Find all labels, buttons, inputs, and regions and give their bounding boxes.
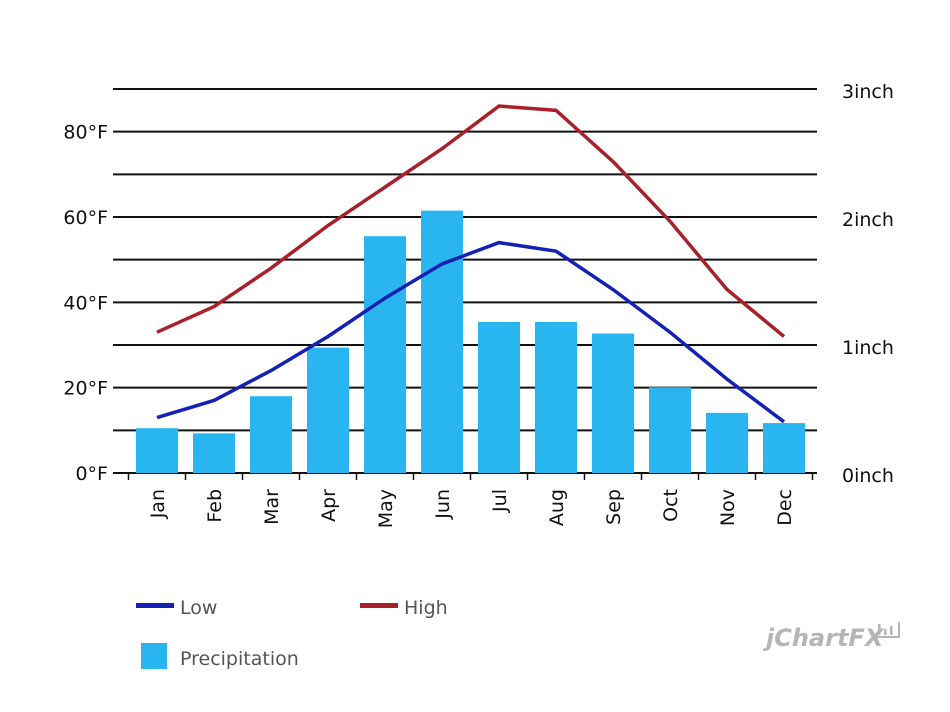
legend-item-high[interactable]: High	[360, 597, 448, 619]
precipitation-bar	[478, 321, 520, 473]
legend-label: Precipitation	[180, 648, 299, 670]
month-label: Mar	[261, 489, 283, 525]
precipitation-bar	[250, 396, 292, 473]
right-axis-tick-label: 0inch	[842, 465, 894, 487]
right-axis-tick-label: 1inch	[842, 337, 894, 359]
high-temperature-line	[156, 104, 786, 338]
left-axis-tick-label: 60°F	[63, 207, 108, 229]
legend-label: Low	[180, 597, 217, 619]
precipitation-bar	[592, 333, 634, 473]
legend-item-precipitation[interactable]: Precipitation	[141, 643, 299, 670]
left-axis-tick-label: 20°F	[63, 378, 108, 400]
month-label: Nov	[717, 489, 739, 526]
right-axis-tick-label: 3inch	[842, 81, 894, 103]
month-label: Jan	[147, 489, 169, 519]
month-label: Feb	[204, 489, 226, 523]
low-temperature-line	[156, 240, 786, 424]
temperature-lines	[156, 104, 786, 424]
precipitation-bar	[706, 412, 748, 473]
left-axis-tick-label: 80°F	[63, 122, 108, 144]
month-label: Jul	[489, 489, 511, 513]
left-axis-tick-label: 40°F	[63, 292, 108, 314]
legend: Low High Precipitation	[136, 597, 448, 670]
watermark-text: jChartFX	[762, 624, 885, 652]
precipitation-bar	[649, 387, 691, 473]
legend-line-swatch	[136, 603, 174, 608]
gridlines	[113, 88, 817, 474]
legend-line-swatch	[360, 603, 398, 608]
precipitation-bar	[364, 236, 406, 473]
precipitation-bar	[763, 423, 805, 473]
axes: 0°F 20°F 40°F 60°F 80°F 0inch 1inch 2inch 3inch J…	[63, 81, 894, 528]
month-label: May	[375, 489, 397, 528]
watermark: jChartFX	[762, 622, 900, 652]
month-label: Jun	[432, 489, 454, 520]
month-label: Sep	[603, 489, 625, 525]
precipitation-bar	[193, 433, 235, 473]
month-label: Aug	[546, 489, 568, 526]
bar-chart-icon	[874, 622, 900, 638]
legend-item-low[interactable]: Low	[136, 597, 217, 619]
precipitation-bars	[136, 210, 805, 473]
precipitation-bar	[307, 347, 349, 473]
month-label: Apr	[318, 489, 340, 522]
legend-label: High	[404, 597, 448, 619]
left-axis-tick-label: 0°F	[75, 463, 108, 485]
precipitation-bar	[421, 210, 463, 473]
precipitation-bar	[535, 321, 577, 473]
right-axis-tick-label: 2inch	[842, 209, 894, 231]
month-label: Oct	[660, 489, 682, 522]
legend-box-swatch	[141, 643, 167, 669]
month-label: Dec	[774, 489, 796, 526]
precipitation-bar	[136, 428, 178, 473]
